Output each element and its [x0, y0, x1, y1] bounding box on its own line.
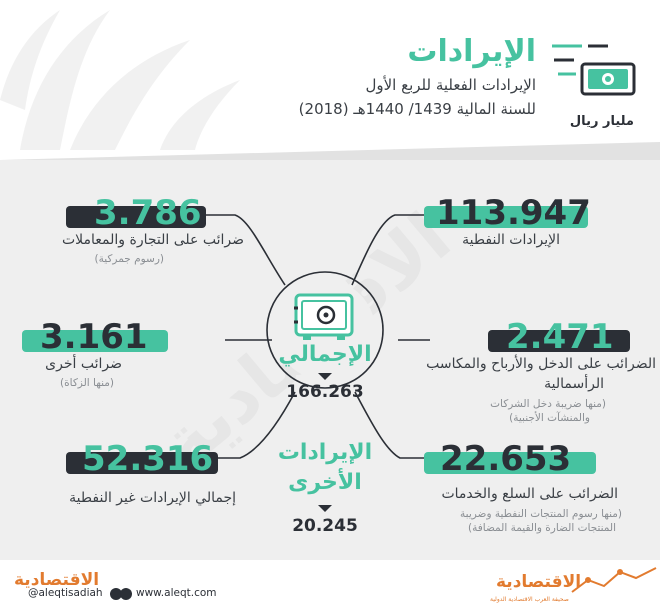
total-label: الإجمالي: [278, 342, 372, 367]
header: الإيرادات الإيرادات الفعلية للربع الأول …: [0, 0, 660, 160]
income-tax-note-line-1: (منها ضريبة دخل الشركات: [490, 398, 606, 410]
other-tax-value: 3.161: [40, 317, 148, 357]
oil-revenue-bar: [424, 206, 588, 228]
unit-label: مليار ريال: [569, 114, 634, 129]
goods-tax-value: 22.653: [440, 439, 572, 479]
footer-logo-left: الاقتصادية: [14, 570, 100, 590]
subtitle-line-2: للسنة المالية 1439/ 1440هـ (2018): [298, 100, 536, 118]
other-revenue-label-line-2: الأخرى: [288, 470, 362, 495]
at-icon: [110, 588, 122, 600]
trade-tax-value: 3.786: [94, 193, 202, 233]
income-tax-value: 2.471: [506, 317, 614, 357]
non-oil-total-label: إجمالي الإيرادات غير النفطية: [69, 490, 236, 506]
subtitle-line-1: الإيرادات الفعلية للربع الأول: [365, 76, 536, 94]
goods-tax-bar: [424, 452, 596, 474]
oil-revenue-value: 113.947: [436, 193, 591, 233]
non-oil-total-bar: [66, 452, 218, 474]
trade-tax-bar: [66, 206, 206, 228]
footer: الاقتصادية @aleqtisadiah www.aleqt.com ا…: [0, 560, 660, 613]
footer-handle[interactable]: @aleqtisadiah: [28, 587, 103, 599]
other-tax-label: ضرائب أخرى: [45, 356, 122, 372]
non-oil-total-value: 52.316: [82, 439, 214, 479]
money-icon: [552, 36, 644, 126]
total-value: 166.263: [286, 382, 364, 402]
trend-line-icon: [571, 567, 657, 593]
income-tax-bar: [488, 330, 630, 352]
income-tax-label-line-1: الضرائب على الدخل والأرباح والمكاسب: [426, 356, 656, 372]
trade-tax-note: (رسوم جمركية): [94, 253, 164, 265]
footer-website[interactable]: www.aleqt.com: [136, 587, 217, 599]
goods-tax-note-line-1: (منها رسوم المنتجات النفطية وضريبة: [460, 508, 622, 520]
income-tax-note-line-2: والمنشآت الأجنبية): [509, 412, 590, 424]
other-revenue-value: 20.245: [292, 516, 358, 536]
goods-tax-note-line-2: المنتجات الضارة والقيمة المضافة): [468, 522, 616, 534]
connector-lines: [205, 214, 430, 512]
goods-tax-label: الضرائب على السلع والخدمات: [441, 486, 618, 502]
header-decoration: [0, 10, 660, 160]
trade-tax-label: ضرائب على التجارة والمعاملات: [62, 232, 244, 248]
income-tax-label-line-2: الرأسمالية: [544, 376, 604, 392]
other-tax-bar: [22, 330, 168, 352]
other-revenue-label-line-1: الإيرادات: [277, 440, 373, 465]
page-title: الإيرادات: [407, 34, 536, 69]
safe-icon: [294, 293, 354, 340]
web-icon: [120, 588, 132, 600]
footer-logo-right: الاقتصادية: [496, 572, 582, 592]
footer-tagline: صحيفة العرب الاقتصادية الدولية: [490, 596, 569, 603]
other-tax-note: (منها الزكاة): [60, 377, 114, 389]
oil-revenue-label: الإيرادات النفطية: [462, 232, 560, 248]
